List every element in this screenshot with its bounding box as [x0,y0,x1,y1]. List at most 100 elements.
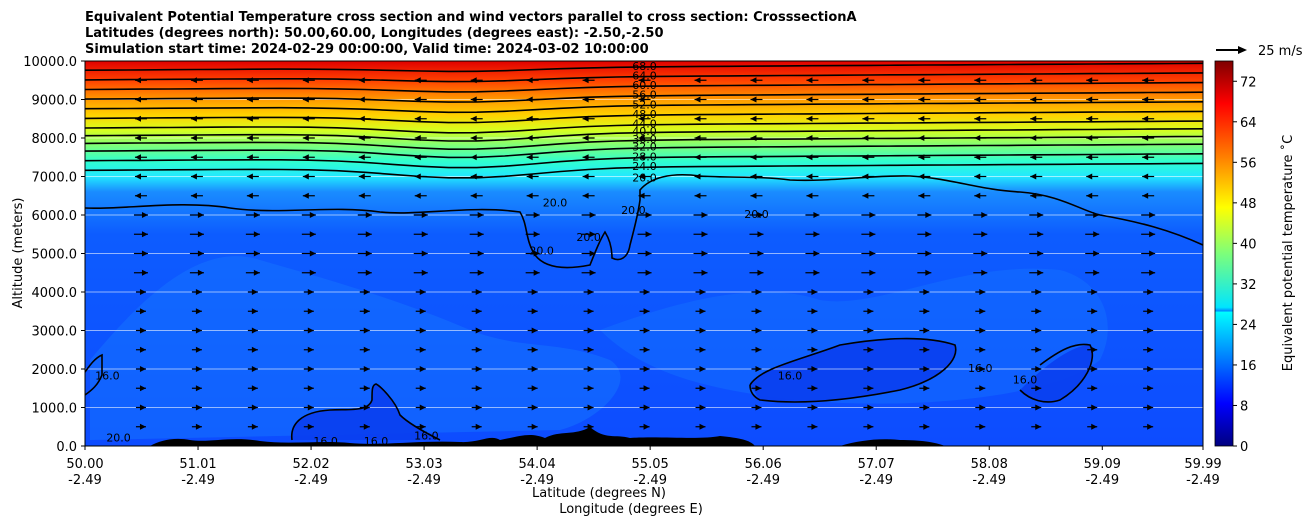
wind-vector-head [365,250,372,257]
wind-vector-head [253,250,260,257]
wind-vector-head [811,346,818,353]
wind-vector-head [197,250,204,257]
wind-vector-head [253,212,260,218]
wind-vector-head [302,173,309,180]
wind-vector-head [981,231,988,238]
wind-vector-head [251,423,258,430]
wind-vector-head [419,346,426,353]
wind-vector-head [974,173,981,180]
wind-vector-head [531,346,538,353]
y-tick-label: 3000.0 [32,325,78,340]
wind-vector-head [701,212,708,218]
wind-vector-head [867,327,874,334]
wind-vector-head [251,385,258,392]
contour-label: 20.0 [632,171,657,184]
wind-vector-head [925,269,932,276]
x-tick-label-longitude: -2.49 [68,473,102,488]
wind-vector-head [421,250,428,257]
wind-vector-head [1149,250,1156,257]
isentrope-contour [85,62,1203,73]
wind-vector-head [1030,173,1037,180]
wind-vector-head [643,385,650,392]
contour-label: 68.0 [632,60,657,73]
contour-label: 20.0 [543,196,568,209]
wind-vector-head [1086,77,1093,84]
wind-vector-head [470,77,477,84]
wind-vector-head [251,308,258,315]
contour-lines [85,62,1203,441]
wind-vector-head [365,212,372,218]
wind-vector-head [582,135,589,141]
wind-vector-head [1030,96,1037,103]
wind-vector-head [1035,289,1042,295]
contour-label: 52.0 [632,98,657,111]
wind-vector-head [750,192,757,199]
wind-vector-head [974,154,981,161]
wind-vector-head [307,366,314,372]
wind-vector-head [526,77,533,84]
wind-vector-head [197,212,204,218]
wind-vector-head [582,96,589,103]
x-tick-label-longitude: -2.49 [520,473,554,488]
x-tick-label-longitude: -2.49 [1186,473,1220,488]
wind-vector-head [643,423,650,430]
wind-vector-head [755,289,762,295]
wind-vector-head [638,77,645,84]
wind-vector-head [923,385,930,392]
wind-vector-head [195,289,202,295]
x-tick-label-latitude: 53.03 [405,457,442,472]
wind-vector-head [531,423,538,430]
wind-vector-head [246,77,253,84]
wind-vector-head [139,346,146,353]
wind-vector-head [531,385,538,392]
wind-vector-head [421,269,428,276]
wind-vector-head [699,346,706,353]
wind-vector-head [918,77,925,84]
wind-vector-head [414,135,421,141]
wind-vector-head [1037,212,1044,218]
y-tick-label: 6000.0 [32,209,78,224]
wind-vector-head [1142,135,1149,141]
colorbar-tick-label: 48 [1240,197,1257,212]
colorbar-tick-label: 8 [1240,399,1248,414]
contour-label: 20.0 [744,208,769,221]
wind-vector-head [139,327,146,334]
contour-label: 16.0 [95,370,120,383]
wind-vector-head [645,250,652,257]
wind-vector-head [363,327,370,334]
wind-vector-head [694,115,701,122]
contour-label: 28.0 [632,150,657,163]
cold-blob [750,338,956,402]
wind-vector-head [694,154,701,161]
wind-vector-head [918,192,925,199]
wind-vector-head [531,404,538,411]
wind-vector-head [918,173,925,180]
wind-vector-head [139,308,146,315]
wind-vector-head [309,212,316,218]
wind-vector-head [694,77,701,84]
contour-label: 16.0 [364,435,389,448]
wind-vector-head [867,404,874,411]
x-tick-label-longitude: -2.49 [181,473,215,488]
wind-vector-head [757,269,764,276]
wind-vector-head [755,423,762,430]
wind-vector-head [246,192,253,199]
isentrope-contour [85,120,1203,134]
wind-vector-head [1091,327,1098,334]
wind-vector-head [195,366,202,372]
wind-vector-head [1086,115,1093,122]
plot-area: 68.064.060.056.052.048.044.040.036.032.0… [84,60,1204,448]
isentrope-contour [85,143,1203,159]
wind-vector-head [190,154,197,161]
wind-vector-head [979,404,986,411]
x-tick-label-latitude: 57.07 [858,457,895,472]
wind-vector-head [974,135,981,141]
wind-vector-head [1030,135,1037,141]
wind-vector-head [363,366,370,372]
wind-vector-head [923,308,930,315]
contour-label: 16.0 [1013,374,1038,387]
wind-vector-head [1142,77,1149,84]
wind-vector-head [757,250,764,257]
wind-vector-head [694,192,701,199]
